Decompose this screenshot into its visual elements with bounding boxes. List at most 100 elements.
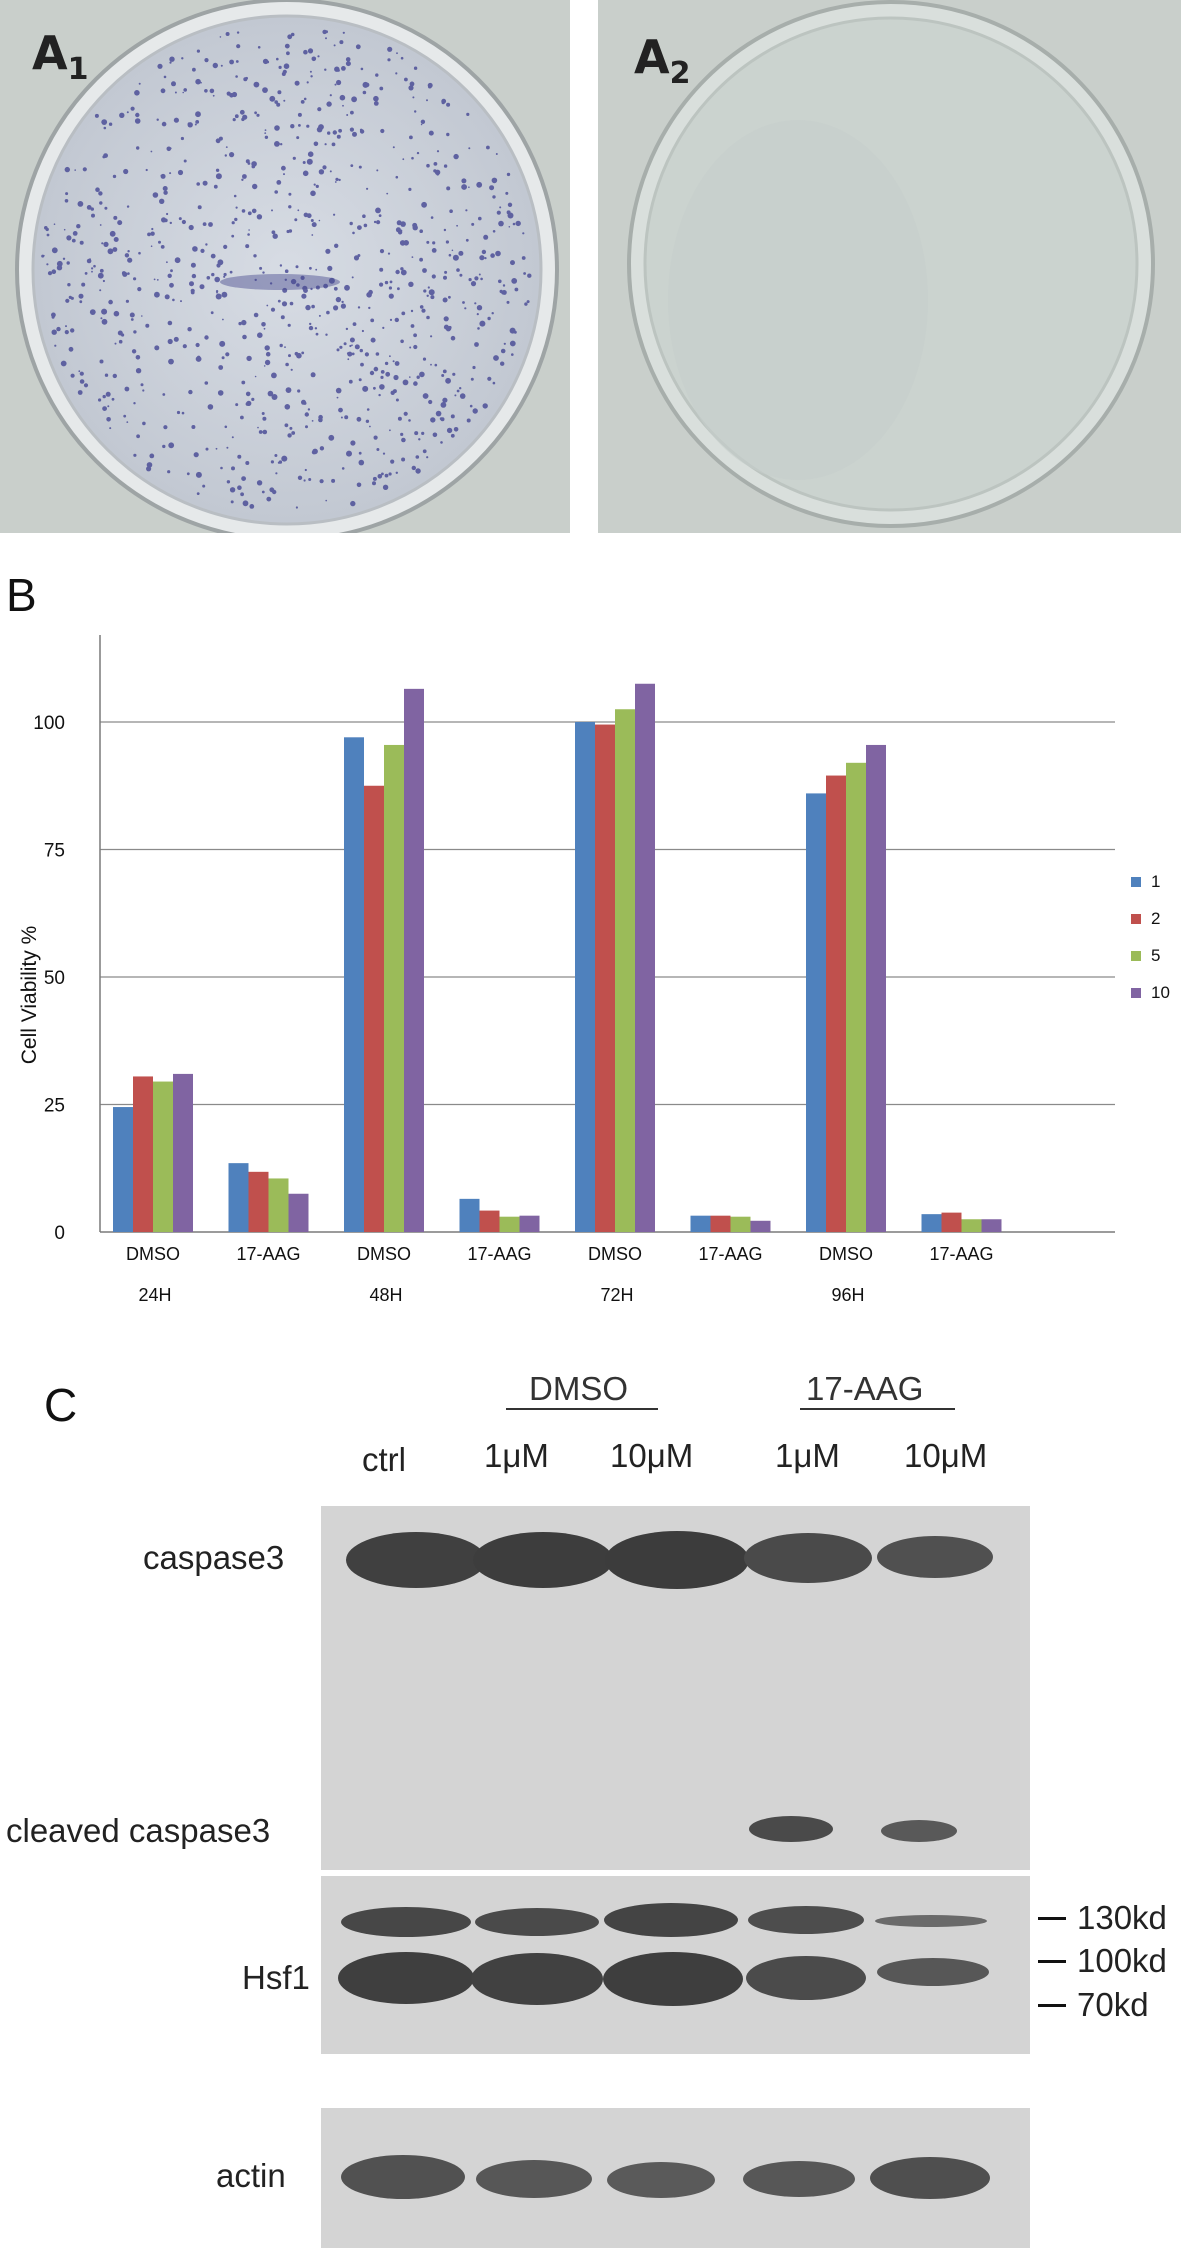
colony-dot (450, 414, 455, 419)
colony-dot (376, 169, 379, 172)
colony-dot (413, 381, 418, 386)
band-caspase3-lane3 (605, 1531, 749, 1589)
colony-dot (281, 301, 288, 307)
colony-dot (394, 317, 399, 323)
colony-dot (435, 410, 442, 417)
colony-dot (166, 146, 172, 152)
bar-series-5 (730, 1216, 751, 1232)
colony-dot (480, 277, 483, 281)
bar-series-10 (750, 1220, 771, 1232)
colony-dot (172, 298, 175, 302)
colony-dot (46, 233, 50, 237)
colony-dot (426, 99, 428, 102)
lane-label-17aag-10um: 10μM (904, 1437, 988, 1474)
colony-dot (506, 172, 511, 177)
colony-dot (378, 214, 382, 218)
colony-dot (150, 231, 155, 236)
bar-series-10 (981, 1219, 1002, 1232)
colony-dot (456, 224, 458, 227)
colony-dot (292, 156, 296, 160)
colony-dot (288, 192, 292, 196)
colony-dot (305, 425, 308, 429)
colony-dot (205, 243, 208, 246)
colony-dot (419, 229, 424, 233)
colony-dot (98, 398, 102, 402)
colony-dot (229, 487, 236, 493)
colony-dot (149, 453, 155, 459)
colony-dot (468, 278, 472, 282)
colony-dot (325, 333, 328, 336)
colony-dot (400, 56, 404, 60)
colony-dot (180, 136, 184, 141)
colony-dot (431, 248, 437, 253)
band-hsf1-upper-lane5 (875, 1915, 987, 1927)
colony-dot (362, 214, 366, 218)
colony-dot (481, 249, 487, 255)
bar-series-5 (846, 762, 866, 1232)
colony-dot (426, 294, 429, 297)
colony-dot (390, 390, 395, 395)
colony-dot (107, 248, 114, 255)
colony-dot (317, 55, 320, 58)
colony-dot (446, 427, 453, 434)
colony-dot (419, 305, 424, 309)
blot-actin (321, 2108, 1030, 2248)
colony-dot (382, 452, 386, 455)
colony-dot (340, 303, 346, 309)
colony-dot (256, 480, 263, 486)
legend-swatch (1131, 914, 1141, 924)
colony-dot (108, 122, 113, 126)
colony-dot (509, 340, 516, 347)
colony-dot (379, 249, 385, 254)
colony-dot (234, 114, 239, 119)
colony-dot (413, 333, 417, 338)
lane-label-dmso-1um: 1μM (484, 1437, 549, 1474)
colony-dot (303, 212, 309, 218)
colony-dot (230, 500, 234, 504)
colony-dot (251, 208, 257, 214)
colony-dot (446, 132, 450, 137)
colony-dot (331, 478, 336, 483)
colony-dot (82, 167, 87, 172)
colony-dot (124, 253, 130, 258)
colony-dot (338, 128, 342, 133)
colony-dot (211, 272, 215, 277)
colony-dot (459, 273, 463, 277)
colony-dot (259, 266, 263, 270)
colony-dot (257, 46, 261, 49)
colony-dot (461, 184, 467, 190)
colony-dot (397, 287, 400, 291)
colony-dot (217, 390, 224, 396)
colony-dot (109, 230, 116, 237)
colony-dot (191, 425, 196, 429)
colony-dot (420, 119, 426, 125)
colony-dot (310, 287, 313, 291)
colony-dot (86, 205, 92, 210)
colony-dot (220, 466, 223, 470)
colony-dot (118, 339, 123, 344)
colony-dot (94, 113, 99, 118)
bar-series-5 (615, 709, 635, 1232)
colony-dot (51, 269, 57, 275)
colony-dot (433, 162, 438, 166)
colony-dot (452, 372, 456, 376)
colony-dot (419, 371, 425, 378)
bar-series-10 (404, 688, 424, 1232)
colony-dot (251, 397, 255, 401)
colony-dot (373, 220, 377, 224)
colony-dot (105, 391, 111, 397)
colony-dot (171, 81, 176, 87)
bar-series-10 (288, 1193, 309, 1232)
colony-dot (129, 312, 135, 318)
colony-dot (449, 209, 453, 213)
colony-dot (478, 273, 481, 276)
colony-dot (430, 216, 434, 219)
colony-dot (415, 468, 421, 474)
colony-dot (173, 117, 179, 123)
plate-a2-image (627, 0, 1155, 528)
colony-dot (327, 131, 331, 135)
colony-dot (354, 344, 360, 350)
colony-dot (428, 399, 433, 405)
colony-dot (229, 270, 233, 274)
colony-dot (130, 106, 135, 111)
